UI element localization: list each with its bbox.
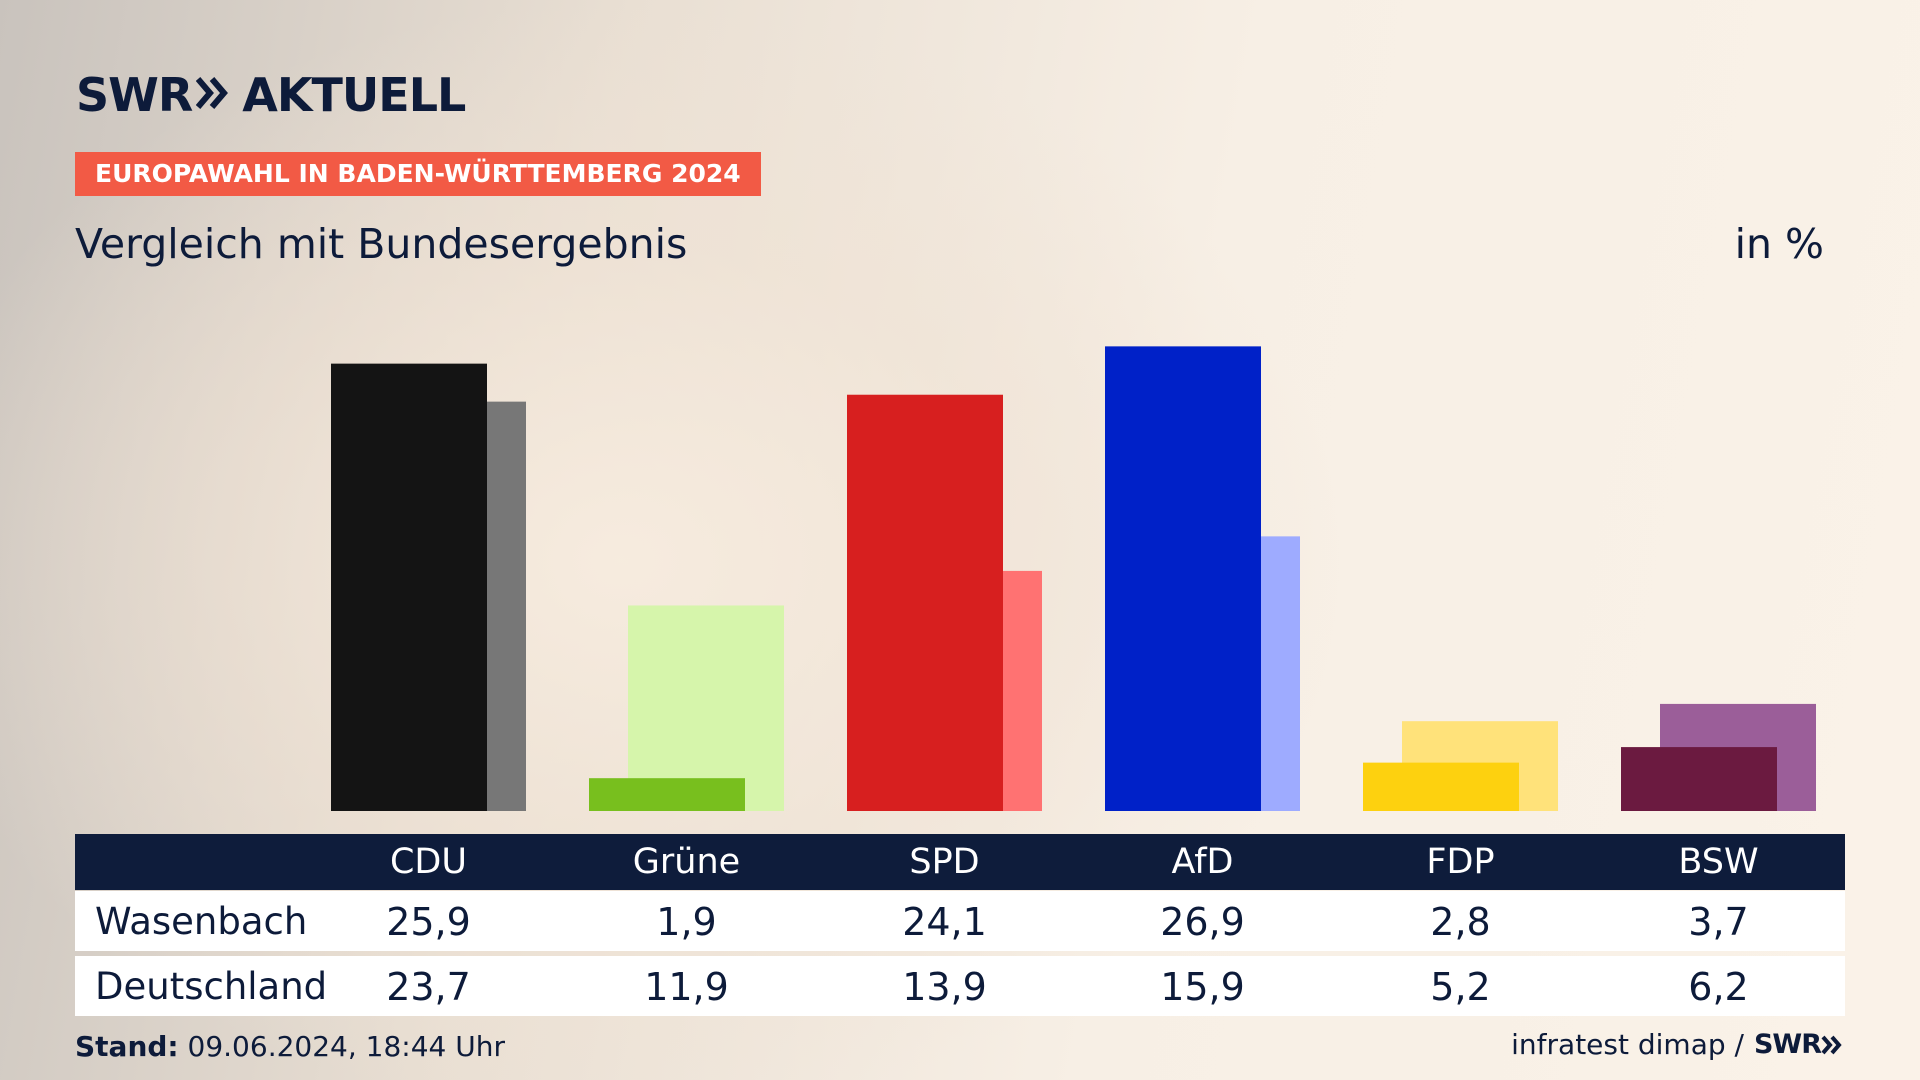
column-header-afd: AfD: [1171, 842, 1234, 882]
source-text: infratest dimap /: [1511, 1028, 1744, 1061]
bar-wasenbach-bsw: [1621, 747, 1777, 811]
election-kicker: EUROPAWAHL IN BADEN-WÜRTTEMBERG 2024: [75, 152, 761, 196]
value-cell-wasenbach-grüne: 1,9: [656, 900, 717, 944]
stand-label: Stand:: [75, 1030, 179, 1063]
column-header-spd: SPD: [909, 842, 980, 882]
bar-chart: [331, 346, 1816, 811]
logo-aktuell-text: AKTUELL: [242, 68, 466, 122]
row-label-deutschland: Deutschland: [95, 965, 328, 1008]
column-header-bsw: BSW: [1678, 842, 1759, 882]
table-row: Deutschland 23,7 11,9 13,9 15,9 5,2 6,2: [75, 956, 1845, 1016]
bar-wasenbach-cdu: [331, 363, 487, 811]
footer-swr-logo: SWR: [1753, 1029, 1822, 1060]
logo-swr-text: SWR: [76, 68, 193, 122]
footer-chevron-icon: [1821, 1035, 1842, 1054]
swr-aktuell-logo: SWR AKTUELL: [76, 68, 466, 122]
unit-label: in %: [1734, 220, 1824, 268]
value-cell-wasenbach-cdu: 25,9: [386, 900, 471, 944]
chart-title: Vergleich mit Bundesergebnis: [75, 220, 688, 268]
column-header-grüne: Grüne: [632, 842, 741, 882]
value-cell-deutschland-bsw: 6,2: [1688, 965, 1749, 1009]
column-header-fdp: FDP: [1426, 842, 1495, 882]
value-cell-deutschland-grüne: 11,9: [644, 965, 729, 1009]
value-cell-wasenbach-fdp: 2,8: [1430, 900, 1491, 944]
value-cell-wasenbach-afd: 26,9: [1160, 900, 1245, 944]
bar-wasenbach-fdp: [1363, 762, 1519, 811]
bar-wasenbach-spd: [847, 394, 1003, 811]
source-credit: infratest dimap / SWR: [1511, 1028, 1845, 1061]
value-cell-deutschland-fdp: 5,2: [1430, 965, 1491, 1009]
results-table-header: CDU Grüne SPD AfD FDP BSW: [75, 834, 1845, 890]
value-cell-deutschland-afd: 15,9: [1160, 965, 1245, 1009]
table-row: Wasenbach 25,9 1,9 24,1 26,9 2,8 3,7: [75, 891, 1845, 951]
bar-wasenbach-afd: [1105, 346, 1261, 811]
timestamp: Stand: 09.06.2024, 18:44 Uhr: [75, 1030, 505, 1063]
stand-value: 09.06.2024, 18:44 Uhr: [187, 1030, 505, 1063]
value-cell-wasenbach-bsw: 3,7: [1688, 900, 1749, 944]
value-cell-deutschland-cdu: 23,7: [386, 965, 471, 1009]
value-cell-deutschland-spd: 13,9: [902, 965, 987, 1009]
bar-wasenbach-grüne: [589, 778, 745, 811]
column-header-cdu: CDU: [389, 842, 467, 882]
value-cell-wasenbach-spd: 24,1: [902, 900, 987, 944]
double-chevron-icon: [196, 76, 232, 114]
row-label-wasenbach: Wasenbach: [95, 900, 308, 943]
bar-deutschland-grüne: [628, 605, 784, 811]
